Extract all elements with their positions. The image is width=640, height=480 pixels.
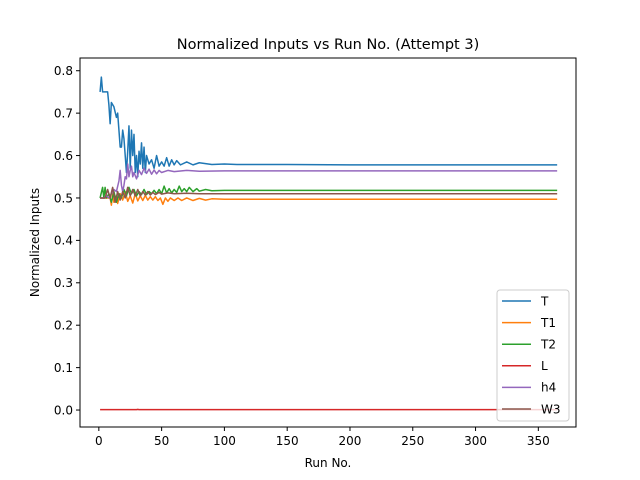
legend-label-t: T — [540, 294, 549, 308]
x-tick-label: 250 — [401, 434, 424, 448]
legend-label-t1: T1 — [540, 316, 556, 330]
legend: T T1 T2 Lh4 W3 — [496, 289, 570, 422]
x-tick-label: 100 — [213, 434, 236, 448]
x-axis-ticks: 0 50 100 150 200 250 300 350 — [95, 427, 550, 448]
legend-items: T T1 T2 Lh4 W3 — [502, 294, 561, 416]
x-tick-label: 350 — [527, 434, 550, 448]
x-axis-label: Run No. — [305, 456, 352, 470]
x-tick-label: 50 — [154, 434, 169, 448]
legend-label-h4: h4 — [541, 381, 556, 395]
legend-label-l: L — [541, 359, 548, 373]
chart-title: Normalized Inputs vs Run No. (Attempt 3) — [177, 37, 480, 53]
series-line-t — [99, 76, 558, 178]
plot-area-frame — [79, 57, 577, 428]
y-tick-label: 0.4 — [54, 234, 73, 248]
series-line-h4 — [100, 163, 558, 199]
y-tick-label: 0.7 — [54, 106, 73, 120]
x-tick-label: 0 — [95, 434, 103, 448]
y-tick-label: 0.5 — [54, 191, 73, 205]
series-line-w3 — [100, 186, 558, 203]
x-tick-label: 300 — [464, 434, 487, 448]
y-tick-label: 0.6 — [54, 149, 73, 163]
y-tick-label: 0.3 — [54, 276, 73, 290]
legend-label-t2: T2 — [540, 338, 556, 352]
legend-label-w3: W3 — [541, 402, 561, 416]
series-layer — [99, 76, 558, 411]
y-tick-label: 0.0 — [54, 403, 73, 417]
y-tick-label: 0.2 — [54, 319, 73, 333]
x-tick-label: 200 — [339, 434, 362, 448]
y-axis-ticks: 0.0 0.1 0.2 0.3 0.4 0.5 0.6 0.7 0.8 — [54, 64, 80, 417]
x-tick-label: 150 — [276, 434, 299, 448]
y-tick-label: 0.1 — [54, 361, 73, 375]
y-tick-label: 0.8 — [54, 64, 73, 78]
y-axis-label: Normalized Inputs — [28, 188, 42, 297]
